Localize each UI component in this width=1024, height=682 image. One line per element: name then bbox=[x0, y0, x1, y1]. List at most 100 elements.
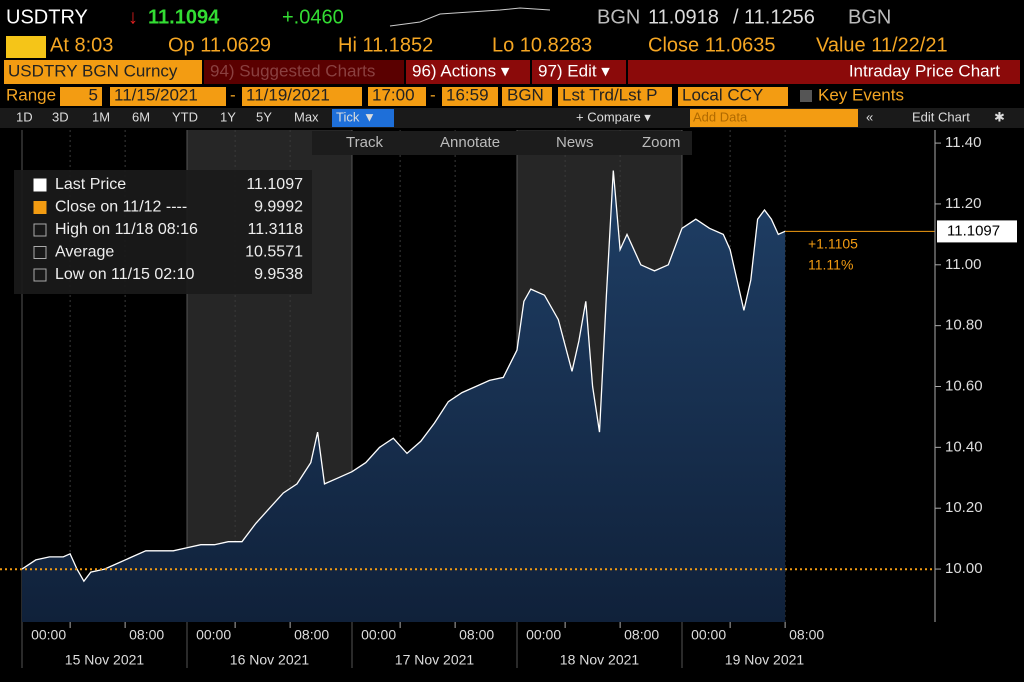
change-pct: 11.11% bbox=[808, 257, 853, 273]
stats: At 8:03 Op 11.0629 Hi 11.1852 Lo 10.8283 Clo… bbox=[50, 34, 948, 56]
period[interactable]: 1Y bbox=[220, 109, 236, 124]
legend-value: 9.9992 bbox=[254, 199, 303, 216]
x-tick-label: 00:00 bbox=[31, 627, 66, 643]
stat: Value 11/22/21 bbox=[816, 34, 948, 56]
stat: Op 11.0629 bbox=[168, 34, 271, 56]
range-days[interactable]: 5 bbox=[89, 85, 98, 104]
edit-chart[interactable]: Edit Chart bbox=[912, 109, 970, 124]
edit-box[interactable] bbox=[532, 60, 626, 84]
price-area bbox=[22, 170, 786, 622]
currency[interactable]: Local CCY bbox=[682, 85, 763, 104]
settings-icon[interactable]: ✱ bbox=[994, 109, 1005, 124]
bid: 11.0918 bbox=[648, 6, 719, 28]
range-label: Range bbox=[6, 85, 56, 104]
x-tick-label: 00:00 bbox=[691, 627, 726, 643]
y-tick-label: 10.80 bbox=[945, 317, 983, 334]
price-line bbox=[21, 170, 786, 583]
stat: Close 11.0635 bbox=[648, 34, 776, 56]
checkbox[interactable] bbox=[800, 90, 812, 102]
add-data[interactable]: Add Data bbox=[693, 109, 748, 124]
suggested[interactable]: 94) Suggested Charts bbox=[210, 61, 375, 80]
suggested-box[interactable] bbox=[204, 60, 404, 84]
key-events[interactable]: Key Events bbox=[818, 85, 904, 104]
tools-bar bbox=[312, 131, 692, 155]
period[interactable]: 3D bbox=[52, 109, 69, 124]
bid-source: BGN bbox=[597, 6, 640, 28]
actions[interactable]: 96) Actions ▾ bbox=[412, 61, 510, 80]
day-label: 15 Nov 2021 bbox=[65, 652, 145, 668]
page-title: Intraday Price Chart bbox=[849, 61, 1000, 80]
legend-label: Low on 11/15 02:10 bbox=[55, 266, 194, 283]
field[interactable] bbox=[368, 87, 426, 106]
legend-box bbox=[14, 170, 312, 294]
compare[interactable]: + Compare ▾ bbox=[576, 109, 651, 124]
period[interactable]: Tick ▼ bbox=[336, 109, 376, 124]
add-data-box[interactable] bbox=[690, 109, 858, 127]
sparkline bbox=[389, 7, 551, 27]
ticker: USDTRY bbox=[6, 6, 88, 28]
x-tick-label: 00:00 bbox=[196, 627, 231, 643]
scroll[interactable]: « bbox=[866, 109, 873, 124]
legend-swatch bbox=[33, 246, 47, 259]
legend-swatch bbox=[33, 178, 47, 192]
legend-label: High on 11/18 08:16 bbox=[55, 221, 198, 238]
period-active[interactable] bbox=[332, 109, 394, 127]
field[interactable] bbox=[678, 87, 788, 106]
period[interactable]: 1D bbox=[16, 109, 33, 124]
security[interactable]: USDTRY BGN Curncy bbox=[8, 61, 178, 80]
legend-label: Average bbox=[55, 244, 114, 261]
y-tick-label: 11.40 bbox=[945, 134, 981, 151]
x-tick-label: 00:00 bbox=[526, 627, 561, 643]
title-box bbox=[628, 60, 1020, 84]
last-price-tag bbox=[937, 220, 1017, 243]
stat: At 8:03 bbox=[50, 34, 113, 56]
edit[interactable]: 97) Edit ▾ bbox=[538, 61, 610, 80]
time-start[interactable]: 17:00 bbox=[372, 85, 415, 104]
period[interactable]: 6M bbox=[132, 109, 150, 124]
period[interactable]: Max bbox=[294, 109, 319, 124]
separator: / bbox=[733, 6, 739, 28]
field[interactable] bbox=[558, 87, 672, 106]
security-box[interactable] bbox=[4, 60, 202, 84]
range-start[interactable]: 11/15/2021 bbox=[114, 85, 198, 104]
change: +.0460 bbox=[282, 6, 344, 28]
time-end[interactable]: 16:59 bbox=[446, 85, 489, 104]
legend-label: Close on 11/12 ---- bbox=[55, 199, 187, 216]
source[interactable]: BGN bbox=[507, 85, 544, 104]
periods: 1D 3D 1M 6M YTD 1Y 5Y Max Tick ▼ bbox=[16, 109, 394, 127]
actions-box[interactable] bbox=[406, 60, 530, 84]
chart-tool[interactable]: Track bbox=[346, 134, 383, 151]
chart-tool[interactable]: Zoom bbox=[642, 134, 680, 151]
field[interactable] bbox=[110, 87, 226, 106]
x-tick-label: 08:00 bbox=[624, 627, 659, 643]
field-select[interactable]: Lst Trd/Lst P bbox=[562, 85, 657, 104]
chart-tool[interactable]: Annotate bbox=[440, 134, 500, 151]
last-price: 11.1094 bbox=[148, 6, 220, 28]
ask-source: BGN bbox=[848, 6, 891, 28]
x-tick-label: 08:00 bbox=[789, 627, 824, 643]
period[interactable]: YTD bbox=[172, 109, 198, 124]
day-label: 19 Nov 2021 bbox=[725, 652, 805, 668]
range-end[interactable]: 11/19/2021 bbox=[246, 85, 330, 104]
field[interactable] bbox=[242, 87, 362, 106]
day-label: 17 Nov 2021 bbox=[395, 652, 475, 668]
y-tick-label: 10.60 bbox=[945, 377, 983, 394]
y-tick-label: 10.20 bbox=[945, 499, 983, 516]
period[interactable]: 5Y bbox=[256, 109, 272, 124]
legend-value: 11.3118 bbox=[248, 221, 304, 238]
x-tick-label: 08:00 bbox=[459, 627, 494, 643]
field[interactable] bbox=[60, 87, 102, 106]
y-tick-label: 11.00 bbox=[945, 256, 981, 273]
legend-swatch bbox=[33, 201, 47, 214]
chart-tool[interactable]: News bbox=[556, 134, 594, 151]
field[interactable] bbox=[502, 87, 552, 106]
field[interactable] bbox=[442, 87, 498, 106]
x-tick-label: 08:00 bbox=[129, 627, 164, 643]
change-label: +1.1105 bbox=[808, 236, 858, 252]
direction: ↓ bbox=[128, 6, 138, 28]
x-tick-label: 08:00 bbox=[294, 627, 329, 643]
chart: 15 Nov 2021 16 Nov 2021 17 Nov 2021 18 Nov … bbox=[0, 130, 1017, 668]
legend-value: 11.1097 bbox=[246, 176, 303, 193]
period[interactable]: 1M bbox=[92, 109, 110, 124]
